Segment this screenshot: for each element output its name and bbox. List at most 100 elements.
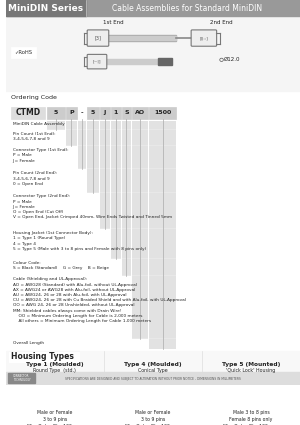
- Bar: [149, 259, 176, 275]
- Bar: [132, 146, 148, 170]
- Text: Ø12.0: Ø12.0: [224, 57, 240, 62]
- Text: [||::]: [||::]: [200, 36, 208, 40]
- Circle shape: [111, 391, 121, 401]
- Text: S: S: [124, 110, 129, 115]
- Bar: [78, 107, 86, 119]
- Bar: [8, 373, 35, 383]
- Text: Male 3 to 8 pins
Female 8 pins only
Min. Order Qty. 100 pcs.: Male 3 to 8 pins Female 8 pins only Min.…: [223, 410, 279, 425]
- Bar: [132, 275, 148, 340]
- FancyBboxPatch shape: [87, 54, 107, 69]
- Text: SPECIFICATIONS ARE DESIGNED AND SUBJECT TO ALTERATION WITHOUT PRIOR NOTICE - DIM: SPECIFICATIONS ARE DESIGNED AND SUBJECT …: [65, 377, 241, 381]
- Bar: [78, 146, 86, 170]
- Bar: [111, 130, 121, 146]
- Circle shape: [17, 394, 18, 395]
- Bar: [78, 130, 86, 146]
- Bar: [122, 107, 131, 119]
- Text: Male or Female
3 to 9 pins
Min. Order Qty. 100 pcs.: Male or Female 3 to 9 pins Min. Order Qt…: [27, 410, 82, 425]
- Text: Cable Assemblies for Standard MiniDIN: Cable Assemblies for Standard MiniDIN: [112, 4, 262, 13]
- Bar: [111, 146, 121, 170]
- Text: 'Quick Lock' Housing: 'Quick Lock' Housing: [226, 368, 276, 373]
- Text: Ordering Code: Ordering Code: [11, 95, 57, 100]
- Text: Connector Type (1st End):
P = Male
J = Female: Connector Type (1st End): P = Male J = F…: [13, 148, 68, 163]
- Text: Type 5 (Mounted): Type 5 (Mounted): [222, 362, 280, 367]
- Bar: [11, 340, 261, 349]
- Bar: [149, 146, 176, 170]
- Bar: [11, 259, 261, 275]
- Bar: [6, 371, 300, 385]
- Bar: [6, 351, 300, 385]
- Bar: [132, 121, 148, 130]
- Bar: [149, 193, 176, 230]
- Bar: [149, 275, 176, 340]
- Bar: [11, 170, 261, 193]
- Bar: [66, 130, 77, 146]
- Bar: [122, 121, 131, 130]
- FancyBboxPatch shape: [61, 390, 85, 402]
- Bar: [47, 121, 64, 130]
- Text: Round Type  (std.): Round Type (std.): [33, 368, 76, 373]
- Bar: [100, 130, 110, 146]
- Bar: [100, 193, 110, 230]
- Bar: [11, 193, 261, 230]
- Bar: [132, 259, 148, 275]
- FancyBboxPatch shape: [12, 387, 65, 405]
- Text: Overall Length: Overall Length: [13, 341, 44, 345]
- Bar: [11, 146, 261, 170]
- Bar: [122, 170, 131, 193]
- Text: AO: AO: [135, 110, 145, 115]
- Bar: [111, 107, 121, 119]
- Text: Housing Jacket (1st Connector Body):
1 = Type 1 (Round Type)
4 = Type 4
5 = Type: Housing Jacket (1st Connector Body): 1 =…: [13, 231, 146, 251]
- Bar: [106, 60, 169, 64]
- Bar: [149, 230, 176, 259]
- Text: 5: 5: [91, 110, 95, 115]
- Bar: [122, 193, 131, 230]
- Text: Connector Type (2nd End):
P = Male
J = Female
O = Open End (Cut Off)
V = Open En: Connector Type (2nd End): P = Male J = F…: [13, 194, 172, 219]
- Text: Type 4 (Moulded): Type 4 (Moulded): [124, 362, 182, 367]
- Bar: [87, 107, 99, 119]
- Text: MiniDIN Cable Assembly: MiniDIN Cable Assembly: [13, 122, 64, 126]
- Bar: [11, 130, 261, 146]
- Text: Housing Types: Housing Types: [11, 352, 74, 361]
- Bar: [9, 351, 79, 362]
- Bar: [100, 170, 110, 193]
- Bar: [87, 121, 99, 130]
- Text: Pin Count (2nd End):
3,4,5,6,7,8 and 9
0 = Open End: Pin Count (2nd End): 3,4,5,6,7,8 and 9 0…: [13, 171, 57, 186]
- Bar: [111, 230, 121, 259]
- Bar: [11, 230, 261, 259]
- Bar: [149, 107, 176, 119]
- Text: [~|]: [~|]: [93, 60, 101, 64]
- Text: Conical Type: Conical Type: [138, 368, 168, 373]
- Bar: [11, 121, 261, 130]
- Bar: [78, 121, 86, 130]
- Bar: [132, 230, 148, 259]
- FancyBboxPatch shape: [208, 388, 253, 404]
- Text: 1: 1: [113, 110, 118, 115]
- Text: -: -: [81, 110, 84, 115]
- Text: Cable (Shielding and UL-Approval):
AO = AWG28 (Standard) with Alu-foil, without : Cable (Shielding and UL-Approval): AO = …: [13, 278, 185, 323]
- Text: Male or Female
3 to 9 pins
Min. Order Qty. 100 pcs.: Male or Female 3 to 9 pins Min. Order Qt…: [125, 410, 181, 425]
- Text: ✓RoHS: ✓RoHS: [14, 50, 32, 55]
- Bar: [100, 121, 110, 130]
- Bar: [149, 170, 176, 193]
- FancyBboxPatch shape: [249, 386, 282, 406]
- FancyBboxPatch shape: [191, 30, 217, 46]
- Polygon shape: [157, 390, 175, 402]
- Text: Pin Count (1st End):
3,4,5,6,7,8 and 9: Pin Count (1st End): 3,4,5,6,7,8 and 9: [13, 132, 55, 141]
- Text: CTMD: CTMD: [15, 108, 41, 117]
- FancyBboxPatch shape: [110, 388, 159, 404]
- Bar: [132, 107, 148, 119]
- Bar: [66, 121, 77, 130]
- Bar: [149, 121, 176, 130]
- Bar: [87, 170, 99, 193]
- Bar: [149, 340, 176, 349]
- Text: MiniDIN Series: MiniDIN Series: [8, 4, 84, 13]
- Text: 5: 5: [54, 110, 58, 115]
- Text: P: P: [69, 110, 74, 115]
- Bar: [132, 193, 148, 230]
- Bar: [100, 107, 110, 119]
- Circle shape: [209, 391, 219, 401]
- Bar: [122, 146, 131, 170]
- Bar: [66, 107, 77, 119]
- Bar: [122, 230, 131, 259]
- FancyBboxPatch shape: [87, 30, 109, 46]
